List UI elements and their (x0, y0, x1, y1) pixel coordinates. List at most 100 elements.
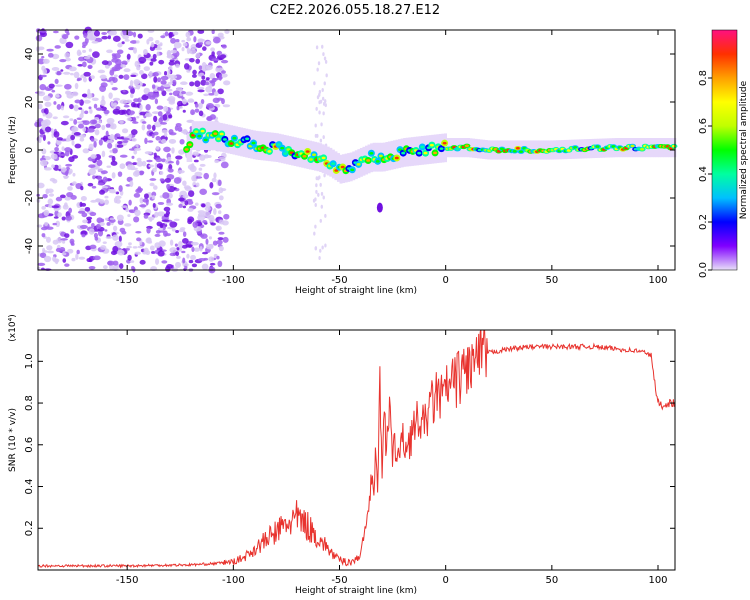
noise-speck (153, 121, 162, 128)
snr-xtick-label: 50 (545, 575, 558, 586)
noise-speck (112, 67, 121, 72)
ridge-core (229, 142, 234, 145)
noise-speck (177, 241, 183, 248)
noise-speck (211, 192, 220, 196)
noise-speck (77, 121, 84, 124)
noise-speck (211, 50, 215, 57)
noise-speck (111, 58, 119, 63)
noise-speck (215, 203, 222, 209)
noise-speck (65, 57, 71, 62)
noise-speck (192, 221, 198, 228)
noise-speck (37, 262, 46, 266)
noise-speck (55, 220, 61, 228)
noise-speck (218, 245, 224, 252)
noise-speck (145, 104, 151, 111)
noise-speck (149, 182, 155, 187)
noise-speck (157, 250, 165, 257)
noise-speck (56, 137, 63, 141)
noise-speck (174, 261, 181, 269)
snr-ytick-label: 0.6 (24, 437, 35, 453)
noise-speck (62, 258, 67, 263)
noise-speck (151, 195, 156, 200)
noise-speck (75, 253, 79, 260)
noise-speck (121, 128, 129, 134)
noise-speck (74, 143, 82, 149)
noise-speck (83, 99, 91, 104)
noise-speck (130, 74, 137, 78)
noise-speck (71, 257, 76, 262)
noise-speck (211, 29, 215, 35)
noise-speck (320, 191, 324, 196)
noise-speck (44, 101, 52, 107)
noise-speck (111, 172, 116, 179)
noise-speck (37, 103, 43, 110)
noise-speck (198, 65, 203, 71)
noise-speck (160, 80, 167, 85)
noise-speck (109, 217, 115, 221)
noise-speck (172, 31, 179, 36)
noise-speck (162, 84, 171, 88)
noise-speck (156, 221, 163, 227)
noise-speck (106, 222, 111, 226)
noise-speck (181, 46, 185, 52)
noise-speck (321, 245, 324, 250)
noise-speck (153, 152, 157, 157)
noise-speck (151, 133, 155, 139)
noise-speck (59, 153, 67, 157)
noise-speck (190, 44, 198, 50)
noise-speck (70, 195, 77, 200)
noise-speck (136, 115, 140, 119)
noise-speck (202, 251, 208, 255)
noise-speck (168, 138, 177, 144)
noise-speck (73, 71, 80, 79)
noise-speck (109, 134, 115, 141)
noise-speck (73, 104, 79, 112)
noise-speck (156, 51, 160, 57)
noise-speck (107, 35, 111, 40)
noise-speck (157, 227, 164, 231)
noise-speck (121, 205, 128, 208)
noise-speck (184, 263, 189, 267)
noise-speck (110, 80, 114, 86)
noise-speck (48, 83, 55, 89)
noise-speck (147, 140, 154, 143)
noise-speck (66, 32, 70, 36)
noise-speck (181, 90, 186, 95)
noise-speck (320, 204, 324, 209)
noise-speck (53, 216, 59, 219)
noise-speck (65, 170, 69, 177)
noise-speck (160, 35, 166, 39)
noise-speck (314, 224, 317, 229)
noise-speck (67, 248, 74, 254)
noise-speck (321, 44, 324, 49)
noise-speck (314, 202, 317, 207)
noise-speck (81, 233, 86, 238)
noise-speck (183, 185, 191, 190)
noise-speck (117, 171, 123, 177)
ridge-core (496, 150, 501, 153)
noise-speck (121, 109, 128, 115)
noise-speck (179, 81, 188, 86)
noise-speck (122, 89, 126, 93)
noise-speck (153, 115, 158, 123)
noise-speck (51, 164, 55, 169)
noise-speck (201, 64, 209, 71)
ridge-core (398, 148, 403, 151)
noise-speck (60, 105, 65, 111)
noise-speck (92, 51, 100, 58)
noise-speck (41, 148, 47, 155)
noise-speck (89, 119, 98, 125)
noise-speck (106, 49, 113, 54)
noise-speck (39, 252, 47, 259)
noise-speck (209, 72, 216, 80)
noise-speck (133, 31, 137, 38)
noise-speck (56, 70, 61, 76)
noise-speck (203, 93, 209, 97)
noise-speck (39, 83, 47, 91)
noise-speck (317, 192, 320, 197)
ridge-core (420, 145, 425, 149)
noise-speck (176, 255, 181, 259)
noise-speck (187, 216, 195, 223)
noise-speck (216, 239, 223, 245)
noise-speck (78, 51, 82, 55)
